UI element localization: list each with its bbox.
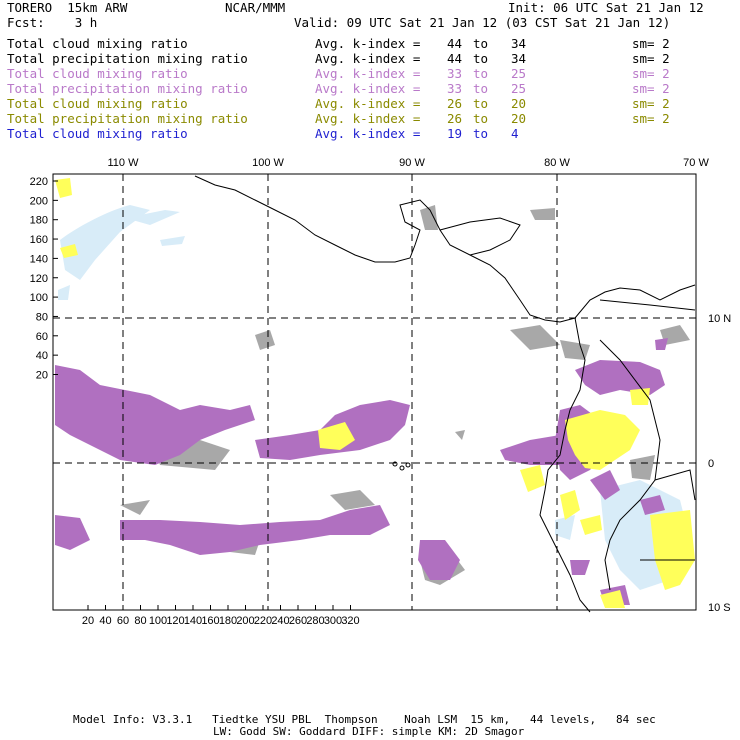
- legend-field-name: Total cloud mixing ratio: [7, 66, 188, 81]
- model-title: TORERO 15km ARW: [7, 0, 128, 15]
- legend-stat: Avg. k-index =: [315, 126, 421, 141]
- graticule: [53, 174, 696, 610]
- legend-range-to: to: [473, 81, 489, 96]
- x-tick-label: 20: [82, 615, 94, 627]
- legend-smoothing: sm= 2: [632, 51, 670, 66]
- x-tick-label: 220: [254, 615, 272, 627]
- latitude-label: 10 N: [708, 313, 731, 325]
- legend-stat: Avg. k-index =: [315, 51, 421, 66]
- legend-stat: Avg. k-index =: [315, 111, 421, 126]
- x-tick-label: 60: [117, 615, 129, 627]
- legend-range-low: 26: [447, 96, 463, 111]
- legend-range-low: 33: [447, 81, 463, 96]
- x-tick-label: 140: [184, 615, 202, 627]
- latitude-label: 10 S: [708, 602, 731, 614]
- y-tick-label: 200: [30, 195, 48, 207]
- legend-stat: Avg. k-index =: [315, 66, 421, 81]
- x-tick-label: 80: [134, 615, 146, 627]
- y-tick-label: 60: [36, 331, 48, 343]
- legend-stat: Avg. k-index =: [315, 81, 421, 96]
- legend-range-low: 33: [447, 66, 463, 81]
- legend-field-name: Total precipitation mixing ratio: [7, 51, 248, 66]
- legend-range-to: to: [473, 126, 489, 141]
- legend-range-to: to: [473, 66, 489, 81]
- legend-row: Total precipitation mixing ratio Avg. k-i…: [7, 111, 737, 126]
- coastline: [194, 175, 696, 613]
- init-time: Init: 06 UTC Sat 21 Jan 12: [508, 0, 704, 15]
- x-tick-label: 240: [271, 615, 289, 627]
- longitude-label: 100 W: [252, 157, 284, 169]
- legend-smoothing: sm= 2: [632, 81, 670, 96]
- y-tick-label: 80: [36, 311, 48, 323]
- legend-field-name: Total precipitation mixing ratio: [7, 111, 248, 126]
- legend-range-high: 20: [511, 111, 527, 126]
- x-tick-label: 300: [324, 615, 342, 627]
- x-tick-label: 320: [341, 615, 359, 627]
- y-tick-label: 100: [30, 292, 48, 304]
- legend-range-high: 34: [511, 51, 527, 66]
- x-tick-label: 100: [149, 615, 167, 627]
- y-tick-label: 40: [36, 350, 48, 362]
- legend-range-low: 19: [447, 126, 463, 141]
- x-tick-label: 180: [219, 615, 237, 627]
- map-frame: [52, 173, 697, 611]
- y-tick-label: 120: [30, 273, 48, 285]
- legend-range-high: 20: [511, 96, 527, 111]
- legend-row: Total cloud mixing ratio Avg. k-index = 44…: [7, 36, 737, 51]
- yellow-precip-field: [55, 178, 695, 608]
- x-tick-label: 120: [166, 615, 184, 627]
- legend-range-high: 25: [511, 66, 527, 81]
- legend-field-name: Total precipitation mixing ratio: [7, 81, 248, 96]
- legend-range-to: to: [473, 51, 489, 66]
- x-tick-label: 260: [289, 615, 307, 627]
- legend-row: Total precipitation mixing ratio Avg. k-i…: [7, 51, 737, 66]
- legend-range-to: to: [473, 36, 489, 51]
- x-tick-label: 40: [99, 615, 111, 627]
- legend-range-high: 4: [511, 126, 519, 141]
- purple-precip-field: [55, 338, 668, 605]
- model-info-line2: LW: Godd SW: Goddard DIFF: simple KM: 2D…: [213, 725, 525, 738]
- longitude-label: 90 W: [399, 157, 425, 169]
- axis-ticks: [53, 180, 351, 610]
- legend-range-low: 44: [447, 36, 463, 51]
- x-tick-label: 280: [306, 615, 324, 627]
- legend-smoothing: sm= 2: [632, 66, 670, 81]
- legend-field-name: Total cloud mixing ratio: [7, 96, 188, 111]
- x-tick-label: 160: [201, 615, 219, 627]
- y-tick-label: 180: [30, 215, 48, 227]
- legend-range-low: 44: [447, 51, 463, 66]
- longitude-label: 80 W: [544, 157, 570, 169]
- longitude-label: 110 W: [108, 157, 140, 169]
- legend-smoothing: sm= 2: [632, 36, 670, 51]
- legend-range-to: to: [473, 111, 489, 126]
- y-tick-label: 160: [30, 234, 48, 246]
- y-tick-label: 220: [30, 176, 48, 188]
- legend-smoothing: sm= 2: [632, 111, 670, 126]
- legend-row: Total precipitation mixing ratio Avg. k-i…: [7, 81, 737, 96]
- legend-range-to: to: [473, 96, 489, 111]
- legend-range-high: 25: [511, 81, 527, 96]
- legend-smoothing: sm= 2: [632, 96, 670, 111]
- legend-row: Total cloud mixing ratio Avg. k-index = 33…: [7, 66, 737, 81]
- valid-time: Valid: 09 UTC Sat 21 Jan 12 (03 CST Sat …: [294, 15, 671, 30]
- legend-stat: Avg. k-index =: [315, 96, 421, 111]
- legend-range-high: 34: [511, 36, 527, 51]
- x-tick-label: 200: [236, 615, 254, 627]
- forecast-hour: Fcst: 3 h: [7, 15, 98, 30]
- legend-range-low: 26: [447, 111, 463, 126]
- model-info-line1: Model Info: V3.3.1 Tiedtke YSU PBL Thomp…: [73, 713, 656, 726]
- legend-field-name: Total cloud mixing ratio: [7, 126, 188, 141]
- legend-field-name: Total cloud mixing ratio: [7, 36, 188, 51]
- geo-labels: 110 W 100 W 90 W 80 W 70 W 10 N 0 10 S: [108, 157, 732, 614]
- legend-stat: Avg. k-index =: [315, 36, 421, 51]
- y-tick-label: 20: [36, 370, 48, 382]
- legend-row: Total cloud mixing ratio Avg. k-index = 19…: [7, 126, 737, 141]
- longitude-label: 70 W: [683, 157, 709, 169]
- y-tick-label: 140: [30, 253, 48, 265]
- center-label: NCAR/MMM: [225, 0, 286, 15]
- legend-row: Total cloud mixing ratio Avg. k-index = 26…: [7, 96, 737, 111]
- latitude-label: 0: [708, 458, 714, 470]
